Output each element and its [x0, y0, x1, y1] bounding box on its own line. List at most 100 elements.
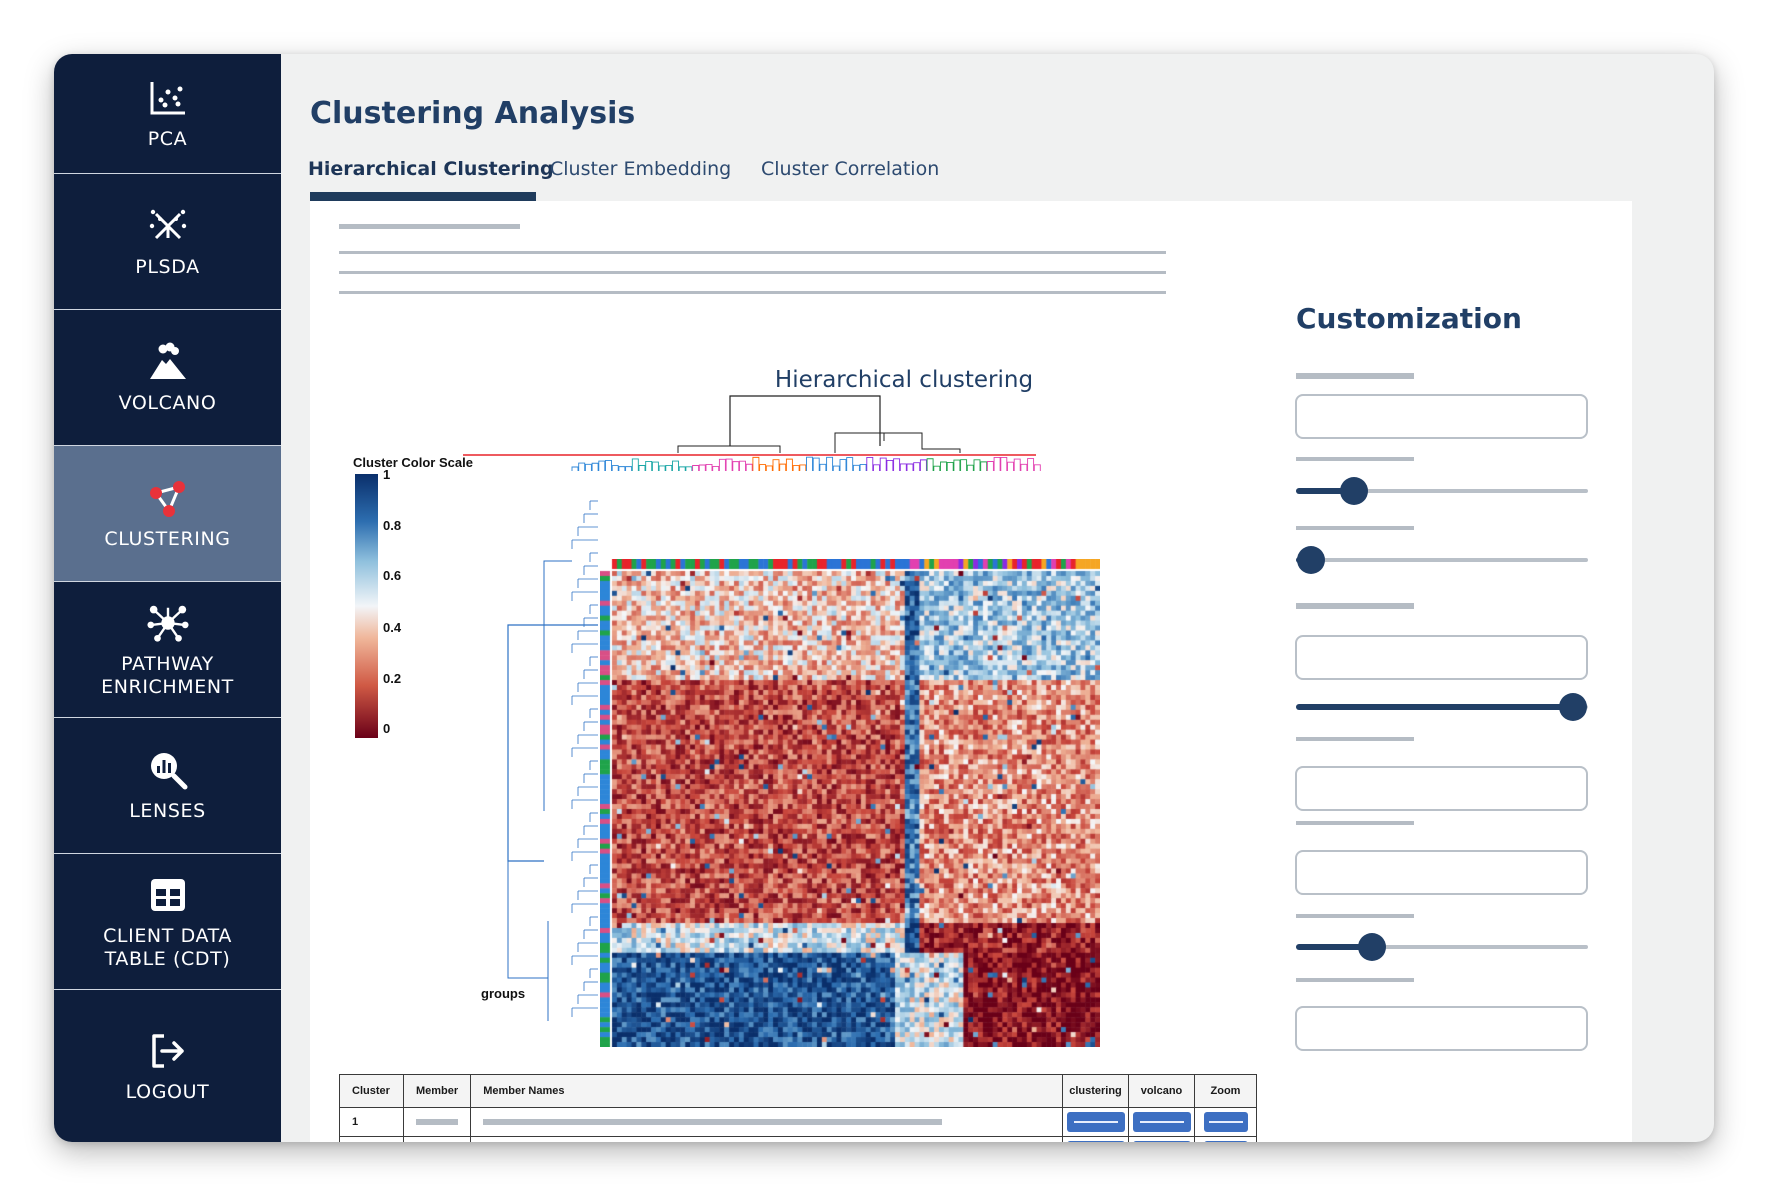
groups-label: groups: [481, 986, 526, 1001]
sidebar-item-label: PCA: [147, 128, 188, 150]
dendrogram-branch: [806, 456, 813, 471]
dendrogram-branch: [672, 460, 679, 471]
dendrogram-branch: [1033, 464, 1041, 471]
cluster-table: Cluster Member Member Names clustering v…: [339, 1074, 1257, 1142]
clustering-button[interactable]: [1066, 1112, 1125, 1132]
dendrogram-branch: [960, 459, 968, 471]
customization-title: Customization: [1296, 302, 1522, 335]
slider-knob[interactable]: [1296, 546, 1325, 574]
dendrogram-branch: [826, 456, 834, 471]
text-placeholder: [339, 271, 1166, 274]
dendrogram-branch: [1020, 463, 1028, 471]
column-header: Zoom: [1194, 1074, 1257, 1108]
dendrogram-branch: [832, 465, 840, 471]
tab-cluster-embedding[interactable]: Cluster Embedding: [550, 158, 732, 180]
customization-input[interactable]: [1295, 766, 1588, 811]
dendrogram-branch: [846, 457, 854, 471]
dendrogram-branch: [933, 465, 941, 471]
dendrogram-branch: [940, 461, 947, 471]
slider-fill: [1296, 944, 1372, 950]
dendrogram-branch: [745, 463, 753, 471]
color-scale-bar: [355, 474, 378, 738]
dendrogram-branch: [543, 560, 572, 811]
sidebar: PCA PLSDA VOLCANO CLUSTERING PATHWAY ENR…: [54, 54, 281, 1142]
sidebar-item-label: PLSDA: [135, 256, 200, 278]
magnifier-chart-icon: [146, 748, 190, 792]
dendrogram-branch: [685, 466, 693, 471]
dendrogram-branch: [732, 461, 740, 471]
slider-knob[interactable]: [1357, 933, 1386, 961]
dendrogram-branch: [665, 464, 673, 471]
color-scale-title: Cluster Color Scale: [353, 455, 473, 470]
chart-title: Hierarchical clustering: [774, 367, 1034, 393]
text-placeholder: [339, 224, 520, 229]
sidebar-item-logout[interactable]: LOGOUT: [54, 990, 281, 1142]
dendrogram-branch: [926, 458, 934, 471]
dendrogram-branch: [507, 624, 598, 862]
customization-slider[interactable]: [1296, 545, 1588, 575]
label-placeholder: [1296, 526, 1414, 530]
dendrogram-branch: [752, 456, 760, 471]
sidebar-item-pathway-enrichment[interactable]: PATHWAY ENRICHMENT: [54, 582, 281, 718]
heatmap[interactable]: [600, 559, 1100, 1047]
column-header: Member Names: [470, 1074, 1063, 1108]
color-scale-tick: 0.8: [383, 518, 402, 533]
tab-hierarchical-clustering[interactable]: Hierarchical Clustering: [308, 158, 554, 180]
dendrogram-branch: [645, 460, 653, 471]
content-panel: Hierarchical clustering Cluster Color Sc…: [310, 201, 1632, 1142]
dendrogram-branch: [839, 459, 847, 471]
customization-input[interactable]: [1295, 635, 1588, 680]
cluster-icon: [146, 476, 190, 520]
column-header: volcano: [1128, 1074, 1195, 1108]
tab-cluster-correlation[interactable]: Cluster Correlation: [761, 158, 940, 180]
customization-slider[interactable]: [1296, 692, 1588, 722]
sidebar-item-client-data-table[interactable]: CLIENT DATA TABLE (CDT): [54, 854, 281, 990]
dendrogram-branch: [819, 463, 827, 471]
zoom-button[interactable]: [1203, 1112, 1248, 1132]
dendrogram-branch: [913, 462, 921, 471]
plsda-icon: [146, 204, 190, 248]
customization-input[interactable]: [1295, 1006, 1588, 1051]
sidebar-item-plsda[interactable]: PLSDA: [54, 174, 281, 310]
customization-slider[interactable]: [1296, 476, 1588, 506]
volcano-icon: [146, 340, 190, 384]
sidebar-item-clustering[interactable]: CLUSTERING: [54, 446, 281, 582]
customization-slider[interactable]: [1296, 932, 1588, 962]
sidebar-item-volcano[interactable]: VOLCANO: [54, 310, 281, 446]
sidebar-item-label: CLIENT DATA TABLE (CDT): [103, 924, 232, 970]
dendrogram-branch: [1027, 458, 1035, 471]
dendrogram-branch: [598, 460, 606, 471]
sidebar-item-pca[interactable]: PCA: [54, 54, 281, 174]
page-title: Clustering Analysis: [310, 96, 636, 131]
column-header: Cluster: [339, 1074, 404, 1108]
clustering-button[interactable]: [1066, 1141, 1125, 1142]
customization-input[interactable]: [1295, 394, 1588, 439]
dendrogram-branch: [866, 457, 874, 471]
customization-input[interactable]: [1295, 850, 1588, 895]
dendrogram-branch: [921, 439, 961, 453]
volcano-button[interactable]: [1132, 1112, 1191, 1132]
dendrogram-branch: [678, 466, 686, 471]
slider-knob[interactable]: [1340, 477, 1369, 505]
logout-icon: [146, 1029, 190, 1073]
sidebar-item-lenses[interactable]: LENSES: [54, 718, 281, 854]
volcano-button[interactable]: [1132, 1141, 1191, 1142]
table-header-row: Cluster Member Member Names clustering v…: [339, 1074, 1257, 1108]
text-placeholder: [339, 291, 1166, 294]
column-header: clustering: [1062, 1074, 1129, 1108]
text-placeholder: [339, 251, 1166, 254]
dendrogram-branch: [953, 459, 961, 471]
zoom-button[interactable]: [1203, 1141, 1248, 1142]
color-scale-tick: 0.2: [383, 671, 402, 686]
scatter-chart-icon: [146, 76, 190, 120]
dendrogram-branch: [651, 461, 659, 471]
dendrogram-branch: [578, 462, 586, 471]
dendrogram-branch: [906, 463, 914, 471]
column-header: Member: [402, 1074, 472, 1108]
dendrogram-branch: [739, 460, 746, 471]
dendrogram-branch: [886, 460, 894, 471]
dendrogram-branch: [611, 465, 619, 471]
slider-knob[interactable]: [1559, 693, 1588, 721]
dendrogram-branch: [571, 466, 579, 471]
dendrogram-branch: [772, 459, 780, 471]
